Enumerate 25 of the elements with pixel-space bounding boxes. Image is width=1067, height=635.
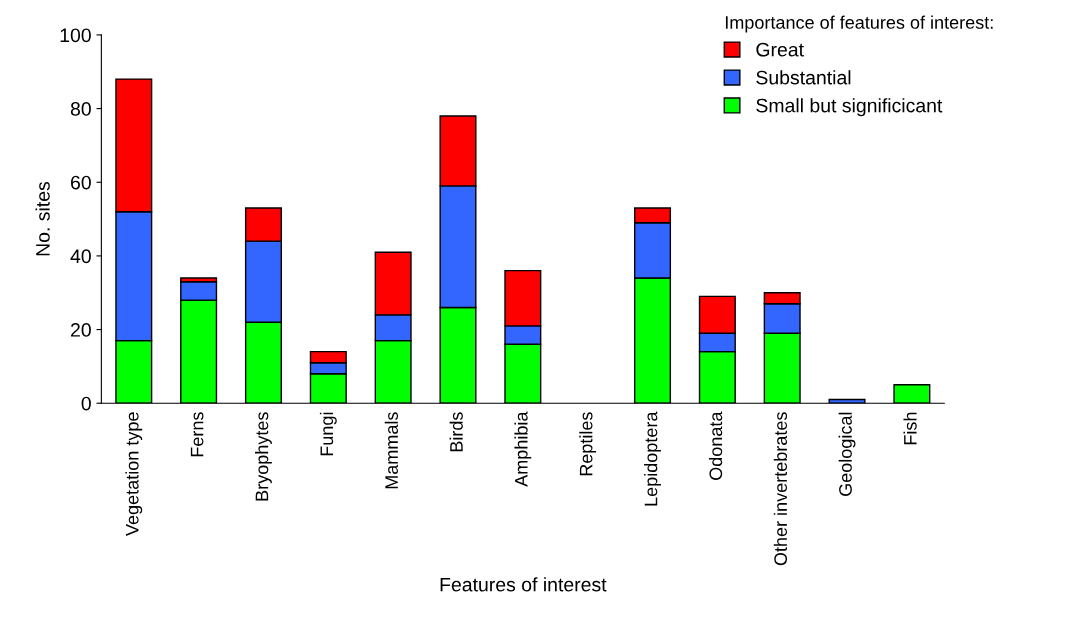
legend-label: Great [756,42,804,57]
y-axis-title: No. sites [35,181,50,256]
y-tick-label: 80 [70,102,91,116]
x-tick-label: Birds [449,412,463,452]
x-tick-label: Amphibia [514,411,532,487]
x-tick-label: Reptiles [579,412,597,476]
x-tick-label: Fungi [319,412,337,456]
x-tick-label: Other invertebrates [773,412,788,566]
x-tick-label: Mammals [384,412,398,489]
x-tick-label: Lepidoptera [644,411,661,506]
x-tick-label: Bryophytes [255,412,272,501]
x-tick-label: Ferns [190,412,204,457]
y-tick-label: 100 [60,28,91,43]
legend-label: Substantial [756,70,851,85]
legend-label: Small but significicant [756,98,943,117]
x-axis-title: Features of interest [440,577,607,592]
x-tick-label: Fish [903,412,917,445]
x-tick-label: Geological [838,412,856,496]
y-tick-label: 40 [70,249,91,264]
x-tick-label: Odonata [708,411,723,480]
x-tick-label: Vegetation type [125,412,143,536]
y-tick-label: 60 [71,175,91,190]
y-tick-label: 0 [81,396,91,411]
legend-title: Importance of features of interest: [725,15,993,33]
y-tick-label: 20 [71,323,91,337]
